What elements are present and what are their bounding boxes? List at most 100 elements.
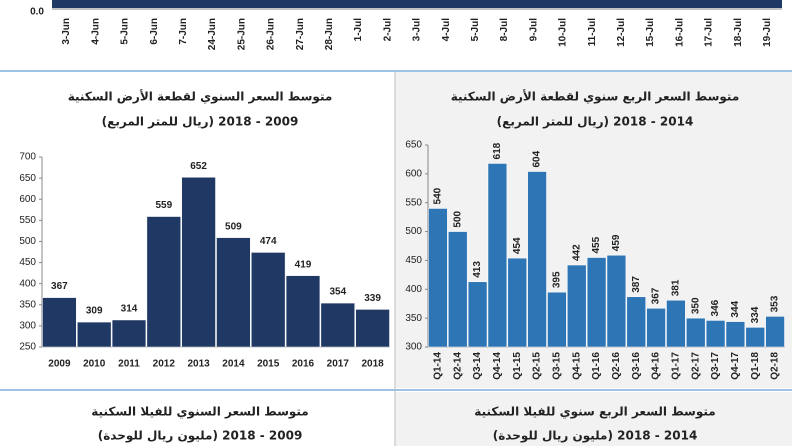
x-tick-label: 2018	[361, 359, 384, 370]
chart-subtitle: (ريال للمتر المربع) 2014 - 2018	[497, 115, 694, 129]
data-label: 419	[295, 259, 312, 270]
data-label: 459	[611, 234, 622, 251]
panel-bg	[395, 392, 792, 446]
x-tick-label: 4-Jun	[90, 18, 101, 45]
x-tick-label: 3-Jun	[61, 18, 72, 45]
x-tick-label: 10-Jul	[558, 18, 569, 47]
x-tick-label: Q2-14	[452, 352, 463, 380]
y-tick-label: 500	[19, 236, 36, 247]
bar	[320, 302, 355, 348]
data-label: 509	[225, 221, 242, 232]
y-tick-label: 0.0	[30, 7, 44, 18]
y-tick-label: 650	[19, 173, 36, 184]
y-tick-label: 400	[19, 278, 36, 289]
x-tick-label: 5-Jul	[470, 18, 481, 42]
bar	[42, 297, 77, 348]
x-tick-label: Q3-14	[472, 352, 483, 380]
data-label: 559	[155, 200, 172, 211]
data-label: 454	[512, 237, 523, 254]
x-tick-label: 16-Jul	[674, 18, 685, 47]
bar	[77, 321, 112, 348]
x-tick-label: Q2-18	[770, 352, 781, 380]
y-tick-label: 550	[405, 197, 422, 208]
x-tick-label: Q1-16	[591, 352, 602, 380]
bar	[527, 171, 547, 348]
x-tick-label: 2014	[222, 359, 245, 370]
x-tick-label: 1-Jul	[353, 18, 364, 42]
y-tick-label: 350	[405, 313, 422, 324]
data-label: 381	[671, 279, 682, 296]
chart-subtitle: (مليون ريال للوحدة) 2014 - 2018	[493, 429, 698, 444]
x-tick-label: 2-Jul	[382, 18, 393, 42]
bar	[355, 309, 390, 348]
chart-title: متوسط السعر الربع سنوي لقطعة الأرض السكن…	[451, 89, 740, 105]
x-tick-label: 2012	[153, 359, 176, 370]
y-tick-label: 300	[19, 321, 36, 332]
x-tick-label: 28-Jun	[324, 18, 335, 50]
x-tick-label: 11-Jul	[587, 18, 598, 47]
x-tick-label: Q3-17	[710, 352, 721, 380]
y-tick-label: 700	[19, 152, 36, 163]
bar	[705, 320, 726, 348]
bar	[567, 264, 587, 348]
bar	[666, 300, 686, 348]
data-label: 652	[190, 161, 207, 172]
chart-title: متوسط السعر السنوي للفيلا السكنية	[91, 405, 308, 420]
x-tick-label: 7-Jun	[178, 18, 189, 45]
data-label: 395	[552, 271, 563, 288]
x-tick-label: 2009	[48, 359, 71, 370]
y-tick-label: 450	[405, 255, 422, 266]
x-tick-label: Q4-15	[571, 352, 582, 380]
data-label: 346	[710, 299, 721, 316]
bar	[765, 316, 785, 348]
x-tick-label: 4-Jul	[441, 18, 452, 42]
data-label: 350	[690, 297, 701, 314]
x-tick-label: 26-Jun	[266, 18, 277, 50]
bar	[251, 252, 286, 348]
bar	[146, 216, 181, 348]
x-tick-label: 27-Jun	[295, 18, 306, 50]
x-tick-label: 2017	[327, 359, 350, 370]
x-tick-label: Q1-17	[671, 352, 682, 380]
x-tick-label: Q3-15	[552, 352, 563, 380]
x-tick-label: Q1-15	[512, 352, 523, 380]
data-label: 309	[86, 306, 103, 317]
chart-subtitle: (ريال للمتر المربع) 2009 - 2018	[102, 115, 299, 129]
data-label: 353	[770, 295, 781, 312]
bar	[606, 254, 627, 348]
x-tick-label: Q4-17	[730, 352, 741, 380]
data-label: 455	[591, 236, 602, 253]
bar	[216, 237, 251, 348]
bar	[646, 308, 666, 348]
data-label: 387	[631, 276, 642, 293]
x-tick-label: Q4-14	[492, 352, 503, 380]
y-tick-label: 600	[405, 168, 422, 179]
bar	[467, 281, 488, 348]
data-label: 500	[452, 210, 463, 227]
x-tick-label: 12-Jul	[616, 18, 627, 47]
y-tick-label: 350	[19, 299, 36, 310]
chart-title: متوسط السعر السنوي لقطعة الأرض السكنية	[68, 89, 333, 105]
x-tick-label: Q2-16	[611, 352, 622, 380]
x-tick-label: 15-Jul	[645, 18, 656, 47]
bar	[745, 327, 765, 348]
x-tick-label: Q3-16	[631, 352, 642, 380]
x-tick-label: Q2-15	[532, 352, 543, 380]
x-tick-label: 2011	[118, 359, 140, 370]
x-tick-label: 19-Jul	[762, 18, 773, 47]
x-tick-label: 6-Jun	[149, 18, 160, 45]
chart-subtitle: (مليون ريال للوحدة) 2009 - 2018	[98, 429, 303, 444]
x-tick-label: 2010	[83, 359, 106, 370]
bar	[181, 177, 216, 348]
bar	[626, 296, 646, 348]
bar	[111, 319, 147, 348]
data-label: 354	[329, 287, 346, 298]
y-tick-label: 600	[19, 194, 36, 205]
y-tick-label: 500	[405, 226, 422, 237]
x-tick-label: 2016	[292, 359, 315, 370]
data-label: 334	[750, 306, 761, 323]
x-tick-label: 18-Jul	[733, 18, 744, 47]
y-tick-label: 250	[19, 342, 36, 353]
y-tick-label: 650	[405, 140, 422, 151]
